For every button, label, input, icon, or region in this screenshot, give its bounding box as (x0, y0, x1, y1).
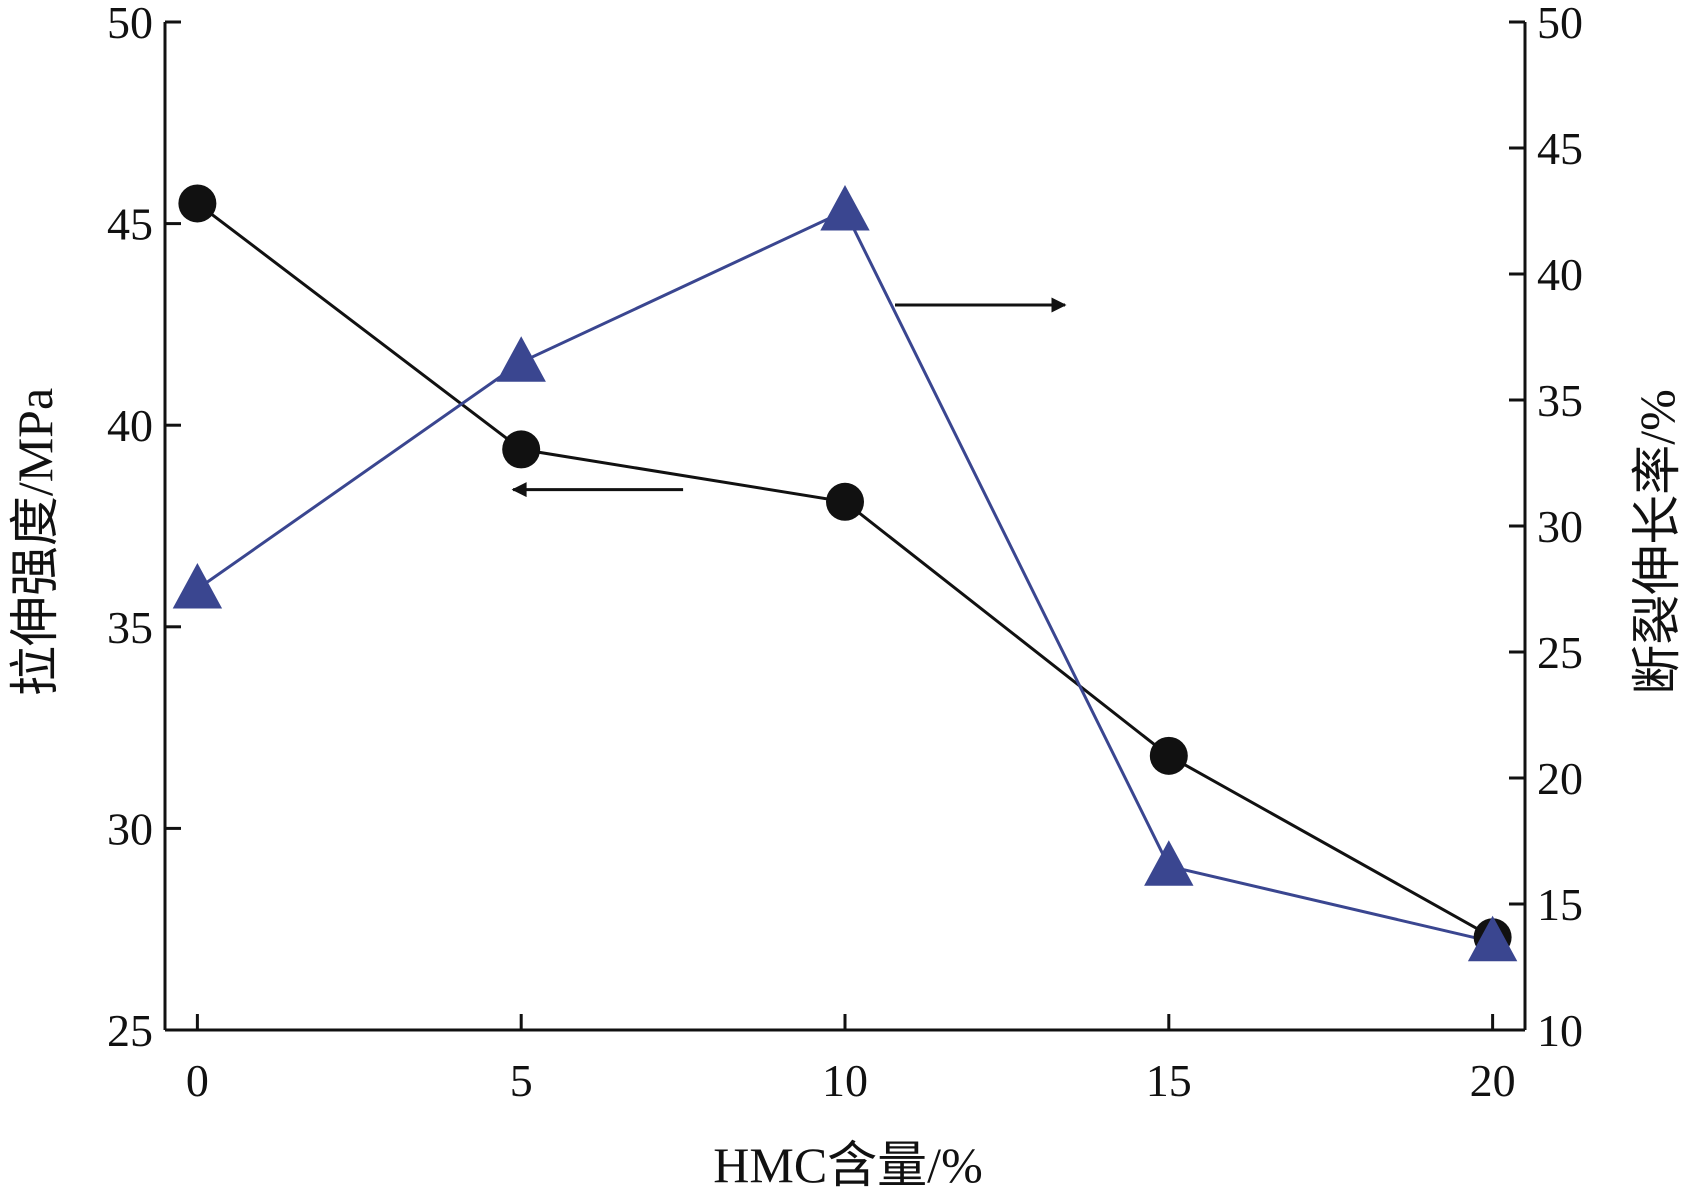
x-tick-label: 10 (822, 1055, 868, 1106)
series-line-circle (196, 202, 1494, 939)
y-tick-label-right: 25 (1537, 627, 1583, 678)
y-tick-label-left: 25 (107, 1005, 153, 1056)
y-tick-label-left: 35 (107, 602, 153, 653)
data-point-triangle (1467, 915, 1518, 962)
axes-frame: 0 5 10 15 20 25 30 35 40 45 50 10 15 20 25 30 35 40 45 50 (107, 0, 1583, 1106)
y-tick-label-right: 30 (1537, 501, 1583, 552)
y-tick-label-right: 20 (1537, 753, 1583, 804)
data-point-triangle (172, 563, 223, 609)
y-axis-title-left: 拉伸强度/MPa (7, 388, 63, 696)
series-line-triangle (196, 209, 1493, 944)
y-tick-label-left: 40 (107, 400, 153, 451)
y-tick-label-right: 50 (1537, 0, 1583, 48)
x-tick-label: 20 (1470, 1055, 1516, 1106)
x-tick-label: 15 (1146, 1055, 1192, 1106)
data-point-circle (826, 482, 864, 521)
y-tick-label-right: 15 (1537, 879, 1583, 930)
y-tick-label-right: 10 (1537, 1005, 1583, 1056)
y-tick-label-left: 50 (107, 0, 153, 48)
y-tick-label-right: 35 (1537, 375, 1583, 426)
y-tick-label-right: 45 (1537, 123, 1583, 174)
annotation-layer (511, 297, 1067, 498)
data-point-circle (1149, 736, 1188, 775)
y-tick-label-left: 45 (107, 199, 153, 250)
data-point-circle (178, 184, 217, 223)
x-axis-title: HMC含量/% (713, 1137, 982, 1190)
y-tick-label-left: 30 (107, 803, 153, 854)
x-tick-label: 5 (510, 1055, 533, 1106)
series-layer (172, 184, 1518, 962)
data-point-circle (502, 430, 541, 469)
data-point-triangle (1144, 840, 1194, 886)
y-axis-title-right: 断裂伸长率/% (1629, 389, 1685, 695)
x-tick-label: 0 (186, 1055, 209, 1106)
data-point-triangle (496, 336, 546, 382)
y-tick-label-right: 40 (1537, 249, 1583, 300)
data-point-triangle (820, 185, 870, 231)
